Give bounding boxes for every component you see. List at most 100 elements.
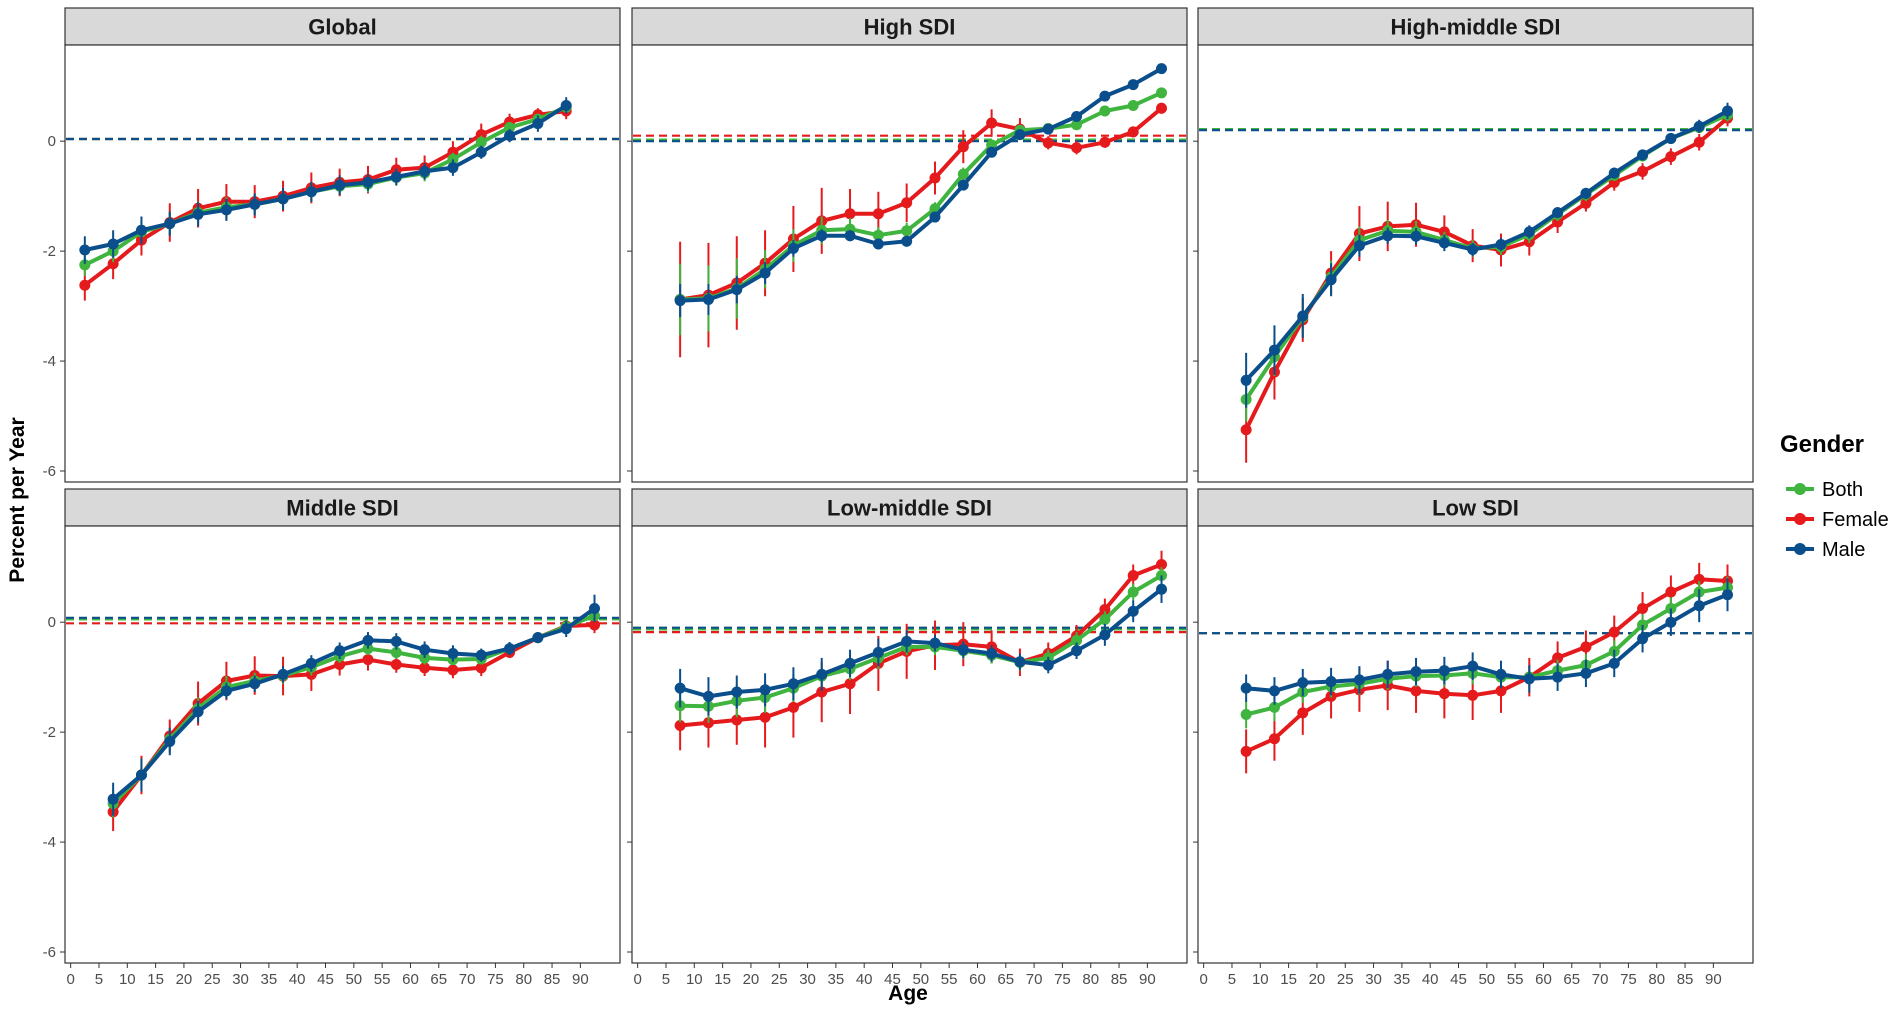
data-point-male xyxy=(816,230,828,242)
data-point-male xyxy=(1665,616,1677,628)
data-point-female xyxy=(1410,685,1422,697)
data-point-male xyxy=(1042,123,1054,135)
data-point-male xyxy=(1523,226,1535,238)
data-point-male xyxy=(1325,274,1337,286)
series-male xyxy=(674,63,1168,318)
x-tick-label: 70 xyxy=(1026,971,1043,988)
data-point-male xyxy=(107,238,119,250)
data-point-male xyxy=(305,186,317,198)
data-point-female xyxy=(731,714,743,726)
x-tick-label: 45 xyxy=(884,971,901,988)
data-point-male xyxy=(390,171,402,183)
x-tick-label: 10 xyxy=(686,971,703,988)
data-point-male xyxy=(1523,673,1535,685)
data-point-male xyxy=(1014,129,1026,141)
data-point-male xyxy=(1127,605,1139,617)
panel-strip xyxy=(631,7,1188,46)
x-tick-label: 15 xyxy=(714,971,731,988)
x-tick-label: 25 xyxy=(204,971,221,988)
data-point-male xyxy=(390,635,402,647)
x-tick-label: 20 xyxy=(743,971,760,988)
legend-label-female: Female xyxy=(1822,509,1889,531)
data-point-male xyxy=(1665,132,1677,144)
x-tick-label: 60 xyxy=(969,971,986,988)
data-point-female xyxy=(1240,424,1252,436)
data-point-male xyxy=(362,176,374,188)
x-tick-label: 15 xyxy=(1280,971,1297,988)
data-point-female xyxy=(1665,586,1677,598)
data-point-male xyxy=(1693,120,1705,132)
data-point-male xyxy=(702,690,714,702)
data-point-male xyxy=(1580,187,1592,199)
x-tick-label: 65 xyxy=(1563,971,1580,988)
x-tick-label: 45 xyxy=(317,971,334,988)
data-point-female xyxy=(844,208,856,220)
panel-low-middle-sdi: Low-middle SDI 0 5 10 15 20 25 30 35 40 45 50 55 60 65… xyxy=(627,488,1188,988)
series-male xyxy=(1240,102,1734,408)
y-tick-label: 0 xyxy=(48,133,56,150)
x-tick-label: 45 xyxy=(1450,971,1467,988)
data-point-male xyxy=(1495,239,1507,251)
data-point-male xyxy=(79,244,91,256)
data-point-male xyxy=(1353,240,1365,252)
x-tick-label: 75 xyxy=(1620,971,1637,988)
data-point-female xyxy=(986,117,998,129)
data-point-male xyxy=(249,198,261,210)
x-tick-label: 70 xyxy=(459,971,476,988)
data-point-female xyxy=(1665,151,1677,163)
data-point-female xyxy=(334,659,346,671)
data-point-male xyxy=(957,179,969,191)
data-point-male xyxy=(277,668,289,680)
data-point-both xyxy=(957,168,969,180)
data-point-male xyxy=(1071,645,1083,657)
y-tick-label: -4 xyxy=(43,834,56,851)
data-point-female xyxy=(1637,602,1649,614)
data-point-both xyxy=(1099,613,1111,625)
x-tick-label: 80 xyxy=(1082,971,1099,988)
data-point-female xyxy=(1438,688,1450,700)
x-tick-label: 85 xyxy=(544,971,561,988)
x-tick-label: 5 xyxy=(1228,971,1236,988)
panel-title: Middle SDI xyxy=(286,496,398,521)
series-male xyxy=(1240,578,1734,705)
y-tick-label: 0 xyxy=(48,614,56,631)
data-point-female xyxy=(1099,136,1111,148)
x-tick-label: 40 xyxy=(289,971,306,988)
x-tick-label: 75 xyxy=(487,971,504,988)
x-tick-label: 0 xyxy=(66,971,74,988)
data-point-male xyxy=(1438,237,1450,249)
data-point-male xyxy=(872,238,884,250)
data-point-male xyxy=(1156,583,1168,595)
x-tick-label: 10 xyxy=(1252,971,1269,988)
data-point-both xyxy=(901,225,913,237)
legend-swatch-point-both xyxy=(1794,483,1806,495)
panel-strip xyxy=(64,7,621,46)
data-point-male xyxy=(702,294,714,306)
x-tick-label: 90 xyxy=(1705,971,1722,988)
data-point-male xyxy=(731,284,743,296)
data-point-male xyxy=(1042,659,1054,671)
data-point-male xyxy=(164,735,176,747)
data-point-both xyxy=(390,646,402,658)
panel-title: High SDI xyxy=(864,15,956,40)
data-point-both xyxy=(1071,634,1083,646)
y-tick-label: -2 xyxy=(43,243,56,260)
panel-low-sdi: Low SDI 0 5 10 15 20 25 30 35 40 45 50 55 60 65 70 75 80 8… xyxy=(1193,488,1754,988)
data-point-male xyxy=(1353,674,1365,686)
x-tick-label: 25 xyxy=(771,971,788,988)
data-point-male xyxy=(1467,660,1479,672)
x-tick-label: 10 xyxy=(119,971,136,988)
data-point-male xyxy=(1580,667,1592,679)
x-tick-label: 85 xyxy=(1111,971,1128,988)
data-point-male xyxy=(1297,310,1309,322)
data-point-male xyxy=(929,211,941,223)
data-point-male xyxy=(249,678,261,690)
data-point-male xyxy=(362,634,374,646)
x-tick-label: 0 xyxy=(1199,971,1207,988)
data-point-female xyxy=(475,129,487,141)
x-tick-label: 80 xyxy=(1648,971,1665,988)
data-point-male xyxy=(1495,668,1507,680)
x-tick-label: 70 xyxy=(1592,971,1609,988)
data-point-male xyxy=(277,193,289,205)
